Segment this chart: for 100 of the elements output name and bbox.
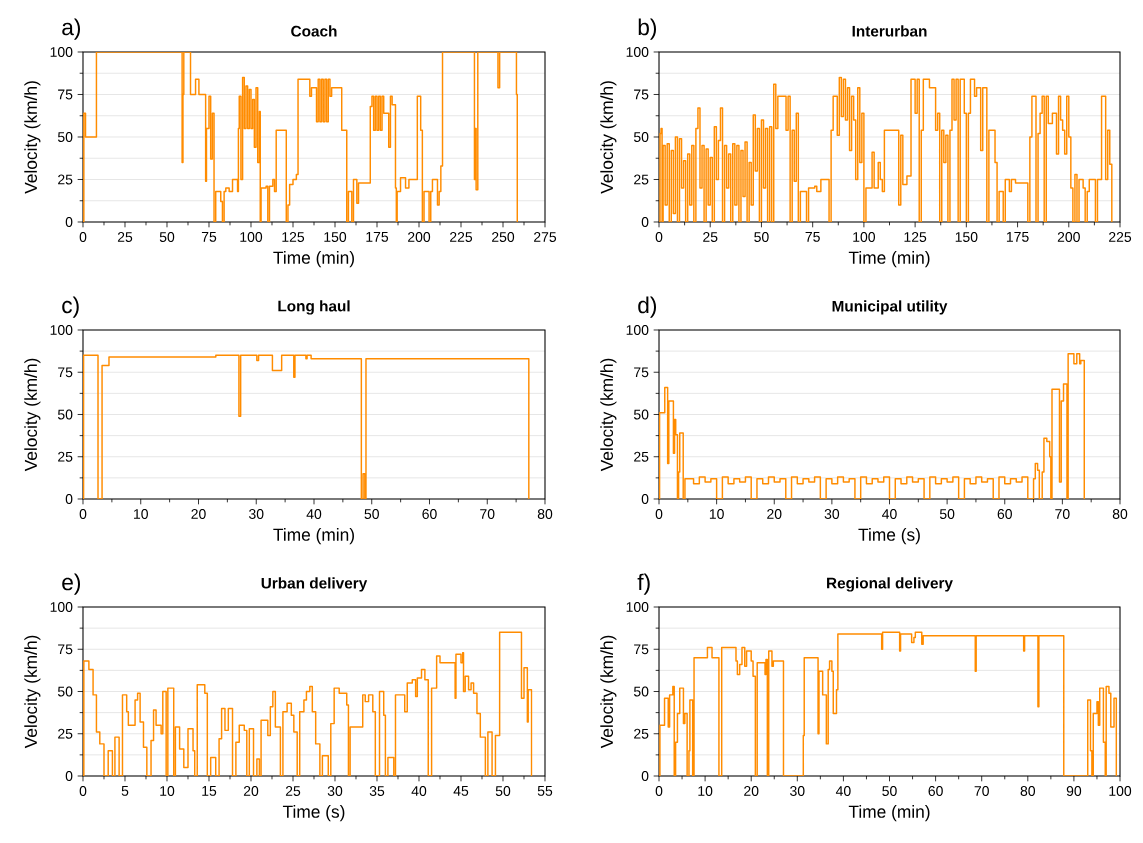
chart-title: Coach — [291, 25, 337, 37]
y-tick-label: 25 — [58, 728, 73, 739]
y-tick-label: 100 — [626, 602, 649, 612]
y-tick-label: 100 — [50, 325, 73, 335]
y-tick-label: 0 — [641, 771, 649, 781]
x-tick-label: 20 — [191, 509, 206, 519]
y-tick-label: 25 — [634, 451, 649, 462]
y-tick-label: 75 — [58, 367, 73, 378]
x-tick-label: 10 — [698, 786, 713, 796]
x-tick-label: 125 — [282, 232, 305, 242]
x-tick-label: 40 — [306, 509, 322, 519]
text: f) — [637, 573, 650, 595]
y-tick-label: 75 — [634, 644, 649, 655]
x-tick-label: 175 — [1006, 232, 1029, 242]
x-axis-title: Time (min) — [848, 251, 930, 268]
x-tick-label: 50 — [364, 509, 379, 519]
y-tick-label: 50 — [57, 409, 73, 420]
y-tick-label: 25 — [634, 728, 649, 739]
x-tick-label: 10 — [134, 509, 148, 519]
x-tick-label: 0 — [655, 786, 663, 796]
chart-title: Regional delivery — [827, 577, 953, 592]
x-tick-label: 100 — [1109, 786, 1132, 796]
y-tick-label: 50 — [633, 132, 649, 142]
x-tick-label: 70 — [480, 509, 495, 519]
x-tick-label: 90 — [1066, 786, 1082, 796]
x-tick-label: 25 — [117, 232, 133, 242]
y-tick-label: 25 — [58, 174, 73, 185]
x-tick-label: 20 — [767, 509, 782, 519]
x-axis-title: Time (min) — [273, 251, 354, 268]
x-tick-label: 40 — [882, 509, 897, 519]
x-tick-label: 15 — [202, 786, 217, 796]
x-tick-label: 60 — [928, 786, 943, 796]
text: e) — [62, 573, 81, 595]
y-tick-label: 50 — [57, 686, 73, 697]
x-tick-label: 75 — [201, 232, 217, 242]
x-tick-label: 80 — [537, 509, 553, 519]
x-tick-label: 50 — [495, 786, 511, 796]
x-tick-label: 250 — [492, 232, 515, 242]
chart-title: Urban delivery — [261, 577, 368, 592]
y-tick-label: 100 — [626, 325, 649, 335]
chart-title: Long haul — [278, 300, 350, 315]
chart-title: Interurban — [852, 25, 927, 37]
x-tick-label: 0 — [79, 509, 87, 519]
x-tick-label: 40 — [835, 786, 851, 796]
x-tick-label: 70 — [974, 786, 989, 796]
y-tick-label: 50 — [633, 409, 649, 420]
y-axis-title: Velocity (km/h) — [600, 358, 617, 472]
x-tick-label: 30 — [824, 509, 840, 519]
x-tick-label: 55 — [537, 786, 553, 796]
y-axis-title: Velocity (km/h) — [600, 81, 617, 194]
x-tick-label: 0 — [655, 509, 663, 519]
x-tick-label: 125 — [904, 232, 927, 242]
y-tick-label: 0 — [65, 494, 73, 504]
x-tick-label: 80 — [1112, 509, 1128, 519]
x-tick-label: 80 — [1020, 786, 1036, 796]
x-axis-title: Time (min) — [848, 805, 930, 822]
x-tick-label: 100 — [853, 232, 876, 242]
x-tick-label: 5 — [121, 786, 129, 796]
y-tick-label: 100 — [50, 602, 73, 612]
y-tick-label: 75 — [634, 89, 649, 100]
y-axis-title: Velocity (km/h) — [600, 635, 617, 749]
x-tick-label: 150 — [955, 232, 978, 242]
x-tick-label: 20 — [243, 786, 259, 796]
y-axis-title: Velocity (km/h) — [24, 635, 41, 749]
y-tick-label: 25 — [634, 174, 649, 185]
x-tick-label: 50 — [882, 786, 897, 796]
x-tick-label: 35 — [369, 786, 385, 796]
y-tick-label: 0 — [65, 217, 73, 227]
y-tick-label: 100 — [626, 47, 649, 57]
y-tick-label: 50 — [57, 132, 73, 142]
text: d) — [638, 296, 657, 318]
y-tick-label: 75 — [58, 644, 73, 655]
chart-title: Municipal utility — [832, 300, 948, 315]
x-tick-label: 40 — [411, 786, 427, 796]
x-tick-label: 25 — [285, 786, 301, 796]
y-tick-label: 25 — [58, 451, 73, 462]
x-tick-label: 100 — [240, 232, 263, 242]
x-tick-label: 0 — [655, 232, 663, 242]
x-tick-label: 30 — [327, 786, 343, 796]
x-axis-title: Time (min) — [273, 528, 354, 545]
x-tick-label: 20 — [744, 786, 759, 796]
x-tick-label: 50 — [754, 232, 769, 242]
x-tick-label: 25 — [703, 232, 718, 242]
x-tick-label: 225 — [450, 232, 473, 242]
x-tick-label: 45 — [453, 786, 469, 796]
y-tick-label: 50 — [633, 686, 649, 697]
x-tick-label: 30 — [248, 509, 264, 519]
x-tick-label: 10 — [160, 786, 175, 796]
x-tick-label: 0 — [79, 232, 87, 242]
x-tick-label: 30 — [790, 786, 805, 796]
x-tick-label: 200 — [408, 232, 431, 242]
x-tick-label: 175 — [366, 232, 389, 242]
y-tick-label: 0 — [641, 494, 649, 504]
x-tick-label: 0 — [79, 786, 87, 796]
x-tick-label: 60 — [997, 509, 1012, 519]
x-tick-label: 225 — [1109, 232, 1132, 242]
x-tick-label: 50 — [159, 232, 175, 242]
x-tick-label: 275 — [534, 232, 557, 242]
text: a) — [62, 18, 81, 40]
y-axis-title: Velocity (km/h) — [24, 81, 41, 194]
